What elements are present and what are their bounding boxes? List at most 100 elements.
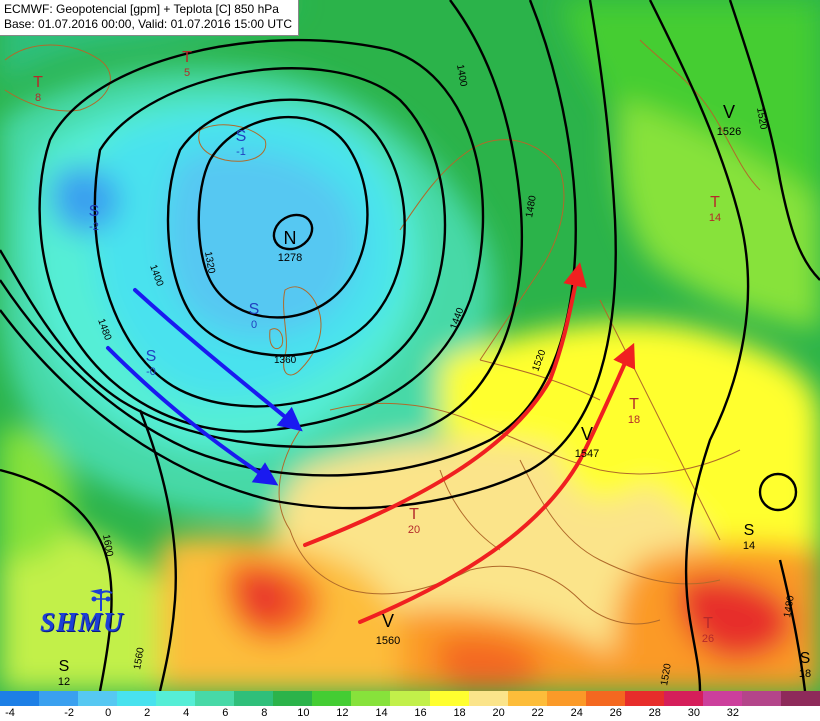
temperature-center-symbol: S bbox=[249, 301, 260, 318]
temperature-center-value: 18 bbox=[799, 668, 811, 680]
legend-color-swatch bbox=[741, 691, 781, 706]
warm-arrow bbox=[303, 262, 587, 547]
temperature-center-value: 14 bbox=[709, 212, 721, 224]
pressure-center-symbol: V bbox=[723, 102, 735, 122]
pressure-center-value: 1547 bbox=[575, 448, 599, 460]
legend-tick-label: 30 bbox=[687, 707, 700, 719]
contour-label: 1520 bbox=[754, 107, 769, 131]
contour-label: 1480 bbox=[782, 594, 797, 618]
legend-tick-label: 26 bbox=[609, 707, 622, 719]
legend-color-swatch bbox=[702, 691, 742, 706]
legend-tick-label: 32 bbox=[726, 707, 740, 719]
temperature-center-value: 20 bbox=[408, 524, 420, 536]
contour-label: 1480 bbox=[524, 194, 539, 218]
pressure-center-value: 1278 bbox=[278, 252, 302, 264]
map-title: ECMWF: Geopotencial [gpm] + Teplota [C] … bbox=[4, 2, 279, 16]
coastlines bbox=[4, 39, 761, 625]
pressure-center-symbol: V bbox=[382, 611, 394, 631]
legend-color-swatch bbox=[234, 691, 274, 706]
legend-color-swatch bbox=[546, 691, 586, 706]
legend-color-swatch bbox=[78, 691, 118, 706]
contour-label: 1400 bbox=[454, 64, 469, 88]
legend-color-swatch bbox=[663, 691, 703, 706]
temperature-center-value: 5 bbox=[184, 67, 190, 79]
legend-color-swatch bbox=[117, 691, 157, 706]
legend-color-swatch bbox=[507, 691, 547, 706]
legend-tick-label: 22 bbox=[531, 707, 544, 719]
temperature-center-value: 8 bbox=[35, 92, 41, 104]
contour-label: 1560 bbox=[132, 646, 147, 670]
legend-tick-label: 16 bbox=[414, 707, 427, 719]
weather-station-icon bbox=[90, 589, 113, 611]
pressure-center-value: 1560 bbox=[376, 635, 400, 647]
temperature-center-value: 14 bbox=[743, 540, 755, 552]
legend-tick-label: 6 bbox=[222, 707, 229, 719]
legend-color-swatch bbox=[273, 691, 313, 706]
pressure-center-symbol: N bbox=[284, 228, 297, 248]
legend-color-swatch bbox=[0, 691, 40, 706]
shmu-logo: SHMU bbox=[40, 585, 150, 637]
legend-tick-label: 20 bbox=[492, 707, 505, 719]
legend-color-swatch bbox=[624, 691, 664, 706]
legend-tick-label: -4 bbox=[5, 707, 15, 719]
temperature-center-symbol: T bbox=[33, 74, 43, 91]
legend-color-swatch bbox=[39, 691, 79, 706]
map-valid-time: Base: 01.07.2016 00:00, Valid: 01.07.201… bbox=[4, 17, 292, 31]
temperature-center-symbol: T bbox=[629, 396, 639, 413]
contour-label: 1520 bbox=[659, 662, 674, 686]
legend-tick-label: 14 bbox=[375, 707, 388, 719]
temperature-center-symbol: T bbox=[409, 506, 419, 523]
legend-tick-label: 2 bbox=[144, 707, 151, 719]
contour-label: 1360 bbox=[274, 355, 297, 366]
legend-color-swatch bbox=[390, 691, 430, 706]
temperature-center-value: 26 bbox=[702, 633, 714, 645]
temperature-center-value: -0 bbox=[146, 366, 156, 378]
legend-tick-label: 12 bbox=[336, 707, 349, 719]
temperature-center-value: 0 bbox=[251, 319, 257, 331]
temperature-center-value: -2 bbox=[89, 221, 99, 233]
legend-color-swatch bbox=[312, 691, 352, 706]
temperature-center-symbol: S bbox=[59, 658, 70, 675]
geopotential-contours bbox=[0, 0, 820, 692]
temperature-center-symbol: T bbox=[182, 49, 192, 66]
pressure-center-symbol: V bbox=[581, 424, 593, 444]
legend-tick-label: 8 bbox=[261, 707, 268, 719]
temperature-center-value: 18 bbox=[628, 414, 640, 426]
temperature-legend: -4 -2 0 2 4 6 8 10 12 14 16 18 20 22 24 26 28 30 32 bbox=[0, 691, 820, 721]
map-header: ECMWF: Geopotencial [gpm] + Teplota [C] … bbox=[0, 0, 299, 36]
legend-color-swatch bbox=[429, 691, 469, 706]
temperature-center-symbol: S bbox=[800, 650, 811, 667]
temperature-center-symbol: T bbox=[703, 615, 713, 632]
temperature-center-value: -1 bbox=[236, 146, 246, 158]
legend-tick-label: 10 bbox=[297, 707, 310, 719]
legend-tick-label: 18 bbox=[453, 707, 466, 719]
legend-tick-label: 24 bbox=[570, 707, 583, 719]
legend-tick-label: -2 bbox=[64, 707, 74, 719]
temperature-center-symbol: S bbox=[236, 128, 247, 145]
cold-arrow bbox=[106, 346, 279, 486]
pressure-center-value: 1526 bbox=[717, 126, 741, 138]
temperature-centers: T8 T5 T14 T18 T20 T26 S-1 S-2 S0 S-0 S14… bbox=[33, 49, 811, 688]
temperature-center-symbol: S bbox=[146, 348, 157, 365]
cold-advection-arrows bbox=[106, 288, 303, 486]
cold-arrow bbox=[133, 288, 303, 432]
legend-color-swatch bbox=[585, 691, 625, 706]
warm-advection-arrows bbox=[303, 262, 636, 624]
legend-color-swatch bbox=[468, 691, 508, 706]
legend-tick-label: 28 bbox=[648, 707, 661, 719]
contour-label: 1600 bbox=[100, 534, 115, 558]
legend-tick-label: 4 bbox=[183, 707, 190, 719]
temperature-center-symbol: S bbox=[744, 522, 755, 539]
temperature-center-symbol: T bbox=[710, 194, 720, 211]
contour-label: 1320 bbox=[202, 251, 217, 275]
logo-text: SHMU bbox=[40, 607, 124, 637]
legend-tick-label: 0 bbox=[105, 707, 112, 719]
legend-color-swatch bbox=[195, 691, 235, 706]
temperature-center-value: 12 bbox=[58, 676, 70, 688]
legend-color-swatch bbox=[156, 691, 196, 706]
legend-color-bar bbox=[0, 691, 820, 706]
pressure-centers: N 1278 V 1526 V 1547 V 1560 bbox=[278, 102, 741, 647]
legend-color-swatch bbox=[780, 691, 820, 706]
